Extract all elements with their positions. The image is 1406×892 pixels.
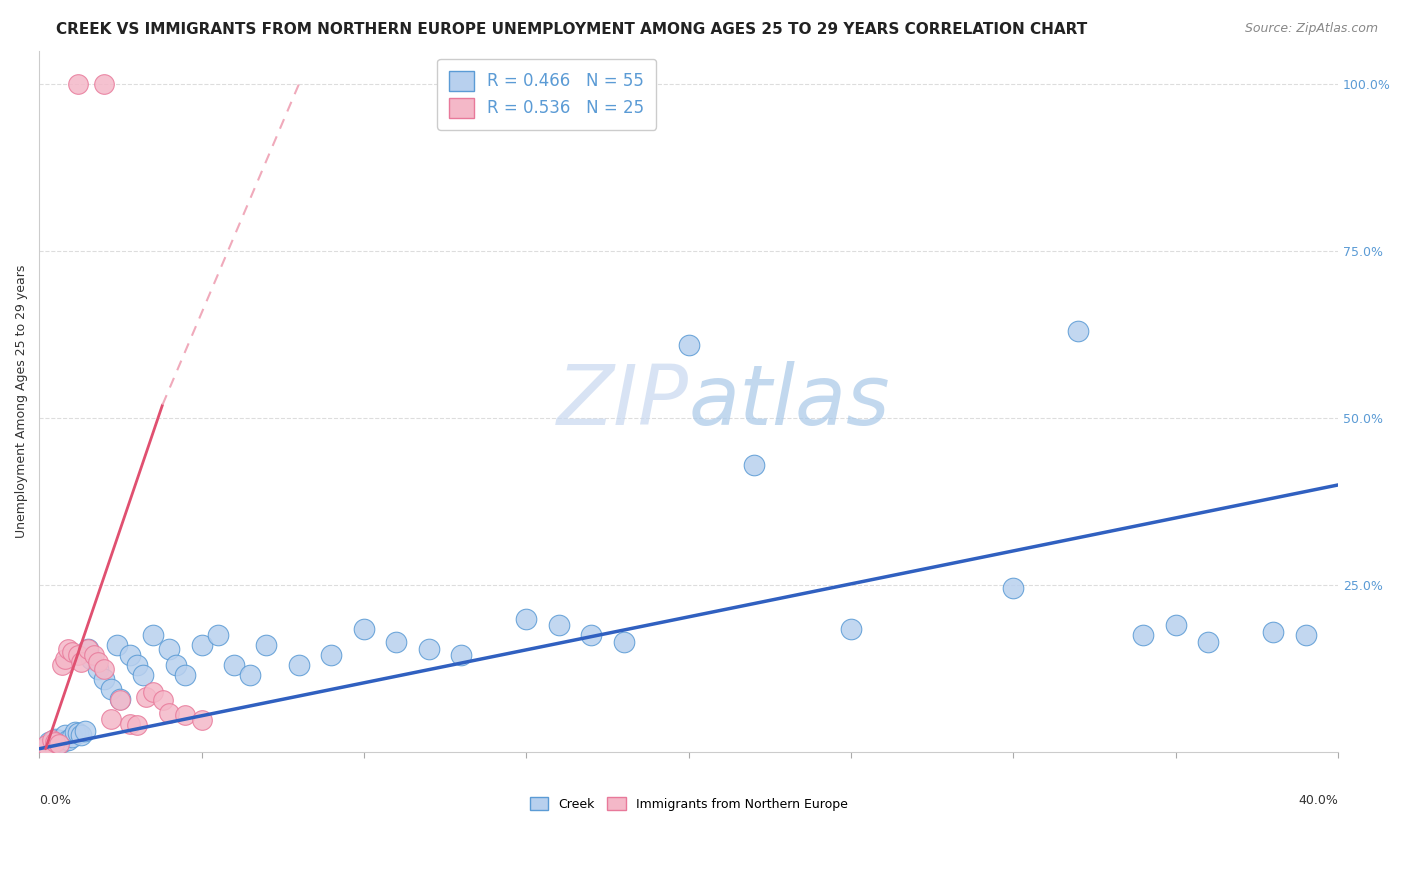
Point: [132, 668, 155, 682]
Point: [86, 655, 108, 669]
Point: [581, 628, 603, 642]
Y-axis label: Unemployment Among Ages 25 to 29 years: Unemployment Among Ages 25 to 29 years: [15, 265, 28, 538]
Point: [34, 739, 56, 753]
Point: [34, 740, 56, 755]
Point: [53, 651, 76, 665]
Point: [100, 681, 122, 696]
Point: [60, 645, 83, 659]
Point: [93, 662, 115, 676]
Point: [1263, 624, 1285, 639]
Point: [53, 728, 76, 742]
Point: [58, 733, 80, 747]
Point: [142, 685, 165, 699]
Point: [353, 622, 375, 636]
Text: Source: ZipAtlas.com: Source: ZipAtlas.com: [1244, 22, 1378, 36]
Point: [142, 628, 165, 642]
Point: [321, 648, 343, 663]
Point: [418, 641, 440, 656]
Point: [547, 618, 569, 632]
Text: ZIP: ZIP: [557, 361, 689, 442]
Point: [1295, 628, 1317, 642]
Point: [157, 706, 180, 721]
Point: [742, 458, 765, 472]
Point: [48, 737, 70, 751]
Point: [385, 635, 408, 649]
Text: 40.0%: 40.0%: [1298, 794, 1339, 807]
Point: [165, 658, 187, 673]
Point: [174, 708, 197, 723]
Point: [44, 739, 66, 754]
Point: [44, 735, 66, 749]
Point: [44, 731, 66, 746]
Point: [207, 628, 229, 642]
Point: [190, 638, 212, 652]
Point: [288, 658, 311, 673]
Point: [41, 733, 63, 747]
Point: [1067, 324, 1090, 338]
Point: [86, 662, 108, 676]
Point: [31, 741, 53, 756]
Point: [67, 77, 90, 91]
Point: [222, 658, 245, 673]
Point: [1197, 635, 1219, 649]
Point: [80, 651, 103, 665]
Point: [239, 668, 262, 682]
Point: [41, 737, 63, 751]
Point: [70, 728, 93, 742]
Point: [100, 712, 122, 726]
Point: [152, 693, 174, 707]
Point: [67, 726, 90, 740]
Point: [515, 611, 537, 625]
Point: [110, 691, 132, 706]
Point: [51, 658, 73, 673]
Legend: Creek, Immigrants from Northern Europe: Creek, Immigrants from Northern Europe: [524, 792, 853, 816]
Point: [48, 733, 70, 747]
Point: [110, 693, 132, 707]
Point: [38, 739, 60, 753]
Point: [31, 741, 53, 756]
Point: [135, 690, 157, 705]
Point: [118, 648, 141, 663]
Point: [73, 723, 96, 738]
Text: CREEK VS IMMIGRANTS FROM NORTHERN EUROPE UNEMPLOYMENT AMONG AGES 25 TO 29 YEARS : CREEK VS IMMIGRANTS FROM NORTHERN EUROPE…: [56, 22, 1087, 37]
Point: [83, 648, 105, 663]
Text: 0.0%: 0.0%: [39, 794, 72, 807]
Point: [93, 672, 115, 686]
Point: [118, 717, 141, 731]
Point: [256, 638, 278, 652]
Point: [450, 648, 472, 663]
Point: [38, 735, 60, 749]
Point: [76, 641, 98, 656]
Point: [105, 638, 128, 652]
Point: [1164, 618, 1187, 632]
Point: [125, 658, 148, 673]
Point: [63, 725, 86, 739]
Point: [1002, 582, 1025, 596]
Text: atlas: atlas: [689, 361, 890, 442]
Point: [1132, 628, 1154, 642]
Point: [678, 337, 700, 351]
Point: [613, 635, 636, 649]
Point: [67, 648, 90, 663]
Point: [93, 77, 115, 91]
Point: [174, 668, 197, 682]
Point: [76, 641, 98, 656]
Point: [190, 713, 212, 727]
Point: [157, 641, 180, 656]
Point: [51, 735, 73, 749]
Point: [60, 731, 83, 745]
Point: [125, 718, 148, 732]
Point: [70, 655, 93, 669]
Point: [58, 641, 80, 656]
Point: [839, 622, 862, 636]
